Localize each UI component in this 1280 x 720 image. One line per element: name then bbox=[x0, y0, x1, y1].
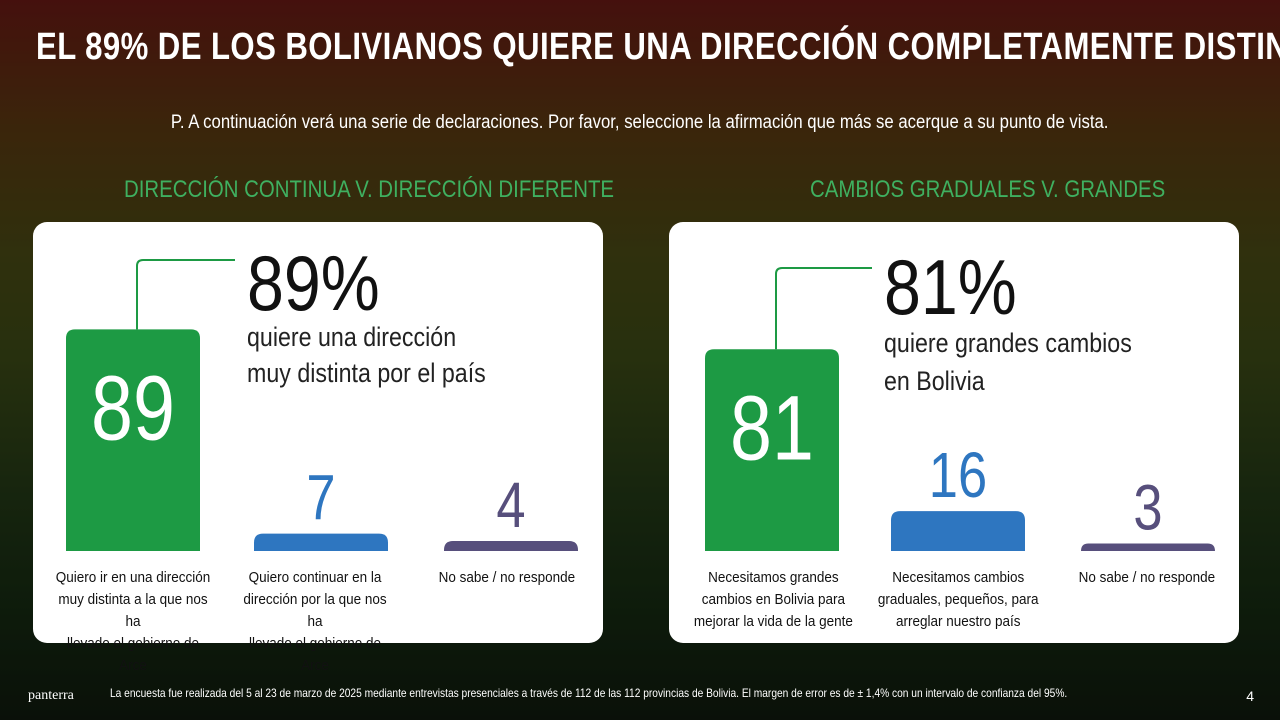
chart1-value-label-2: 7 bbox=[306, 463, 335, 534]
chart2-category-label-3: No sabe / no responde bbox=[1057, 567, 1237, 589]
chart2-bar-3 bbox=[1081, 543, 1215, 551]
chart2-value-label-1: 81 bbox=[730, 376, 814, 479]
chart2-category-label-1: Necesitamos grandes cambios en Bolivia p… bbox=[683, 567, 863, 633]
footnote: La encuesta fue realizada del 5 al 23 de… bbox=[110, 686, 1068, 700]
chart1-value-label-1: 89 bbox=[91, 356, 175, 459]
page-number: 4 bbox=[1246, 688, 1254, 704]
chart1-category-text-1: Quiero ir en una dirección muy distinta … bbox=[55, 569, 211, 674]
chart2-plot: 81 16 3 bbox=[705, 267, 1215, 551]
chart2-highlight-text-1: quiere grandes cambios bbox=[884, 328, 1132, 358]
chart2-category-text-1: Necesitamos grandes cambios en Bolivia p… bbox=[693, 569, 853, 630]
chart1-title: DIRECCIÓN CONTINUA V. DIRECCIÓN DIFERENT… bbox=[124, 176, 615, 203]
chart1-card: 89 7 4 89% quiere una dirección muy distin… bbox=[33, 222, 603, 674]
chart2-category-label-2: Necesitamos cambios graduales, pequeños,… bbox=[868, 567, 1048, 633]
chart2-category-text-3: No sabe / no responde bbox=[1078, 569, 1216, 586]
chart2-value-label-3: 3 bbox=[1133, 473, 1162, 544]
chart2-highlight-text-2: en Bolivia bbox=[884, 366, 985, 396]
chart2-category-text-2: Necesitamos cambios graduales, pequeños,… bbox=[877, 569, 1039, 630]
survey-question-text: P. A continuación verá una serie de decl… bbox=[171, 112, 1109, 133]
chart1-highlight-text-2: muy distinta por el país bbox=[247, 358, 486, 388]
chart2-bar-1 bbox=[705, 349, 839, 551]
chart1-category-label-2: Quiero continuar en la dirección por la … bbox=[225, 567, 405, 677]
chart1-category-text-2: Quiero continuar en la dirección por la … bbox=[243, 569, 387, 674]
chart1-bar-1 bbox=[66, 329, 200, 551]
chart1-bar-3 bbox=[444, 541, 578, 551]
chart2-connector-line bbox=[775, 267, 872, 350]
page-title: EL 89% DE LOS BOLIVIANOS QUIERE UNA DIRE… bbox=[36, 26, 1280, 68]
chart2-bar-2 bbox=[891, 511, 1025, 551]
chart2-value-label-2: 16 bbox=[929, 440, 987, 511]
chart1-value-label-3: 4 bbox=[496, 470, 525, 541]
chart1-highlight-pct: 89% bbox=[247, 239, 380, 327]
chart1-category-text-3: No sabe / no responde bbox=[438, 569, 576, 586]
chart1-highlight-text-1: quiere una dirección bbox=[247, 322, 457, 352]
chart1-category-label-3: No sabe / no responde bbox=[417, 567, 597, 589]
chart2-highlight-pct: 81% bbox=[884, 243, 1017, 331]
chart1-plot: 89 7 4 bbox=[66, 259, 578, 551]
chart2-title: CAMBIOS GRADUALES V. GRANDES bbox=[810, 176, 1166, 203]
chart1-connector-line bbox=[136, 259, 235, 330]
chart1-bar-2 bbox=[254, 533, 388, 551]
chart2-card: 81 16 3 81% quiere grandes cambios en Boli… bbox=[669, 222, 1239, 643]
chart1-category-label-1: Quiero ir en una dirección muy distinta … bbox=[43, 567, 223, 677]
brand-logo: panterra bbox=[28, 688, 74, 703]
survey-question: P. A continuación verá una serie de decl… bbox=[0, 112, 1280, 134]
